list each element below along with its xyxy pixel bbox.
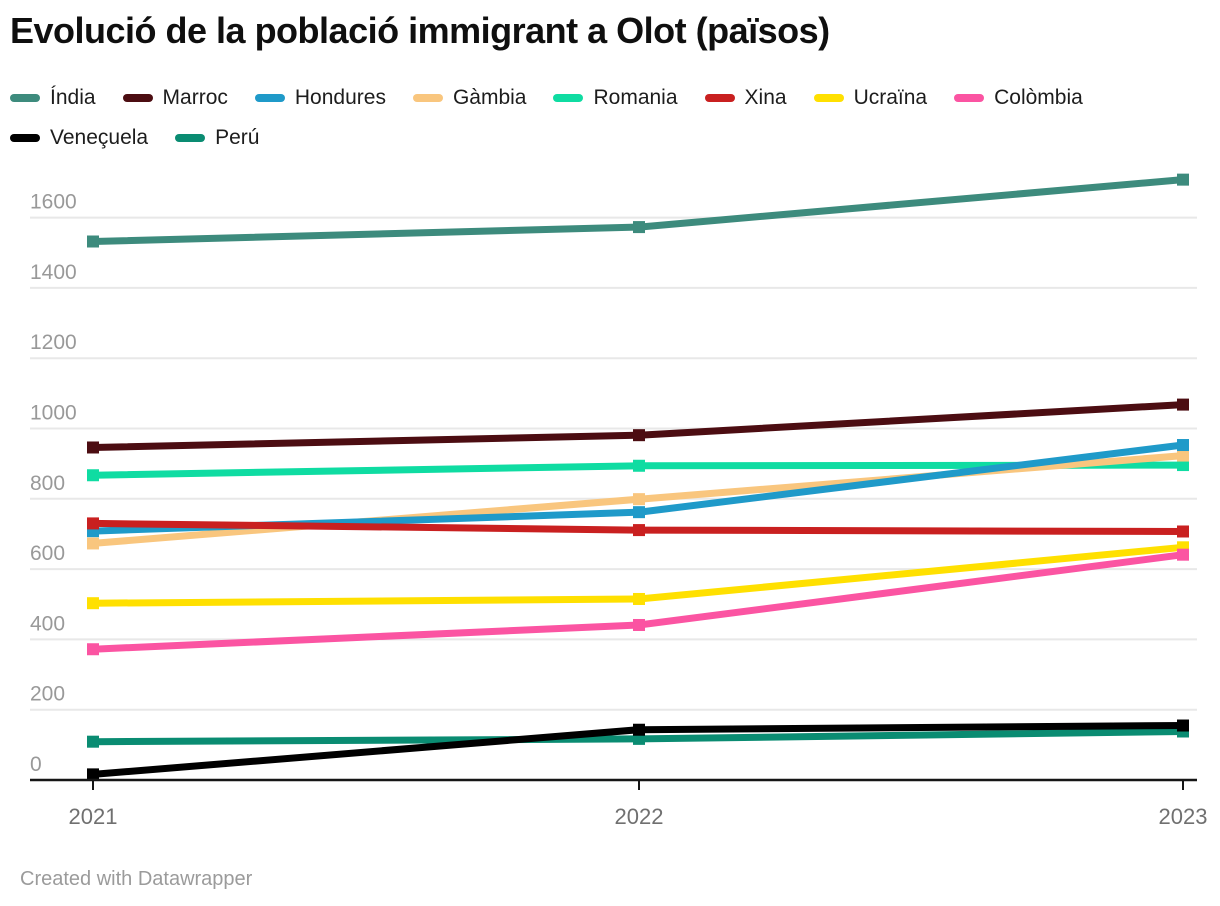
y-axis-tick-label: 0 (30, 753, 42, 776)
legend-item: Hondures (254, 84, 386, 111)
series-point (633, 459, 645, 472)
y-axis-tick-label: 1600 (30, 191, 77, 214)
series-point (1177, 173, 1189, 186)
legend-swatch-icon (122, 93, 153, 102)
series-point (87, 441, 99, 454)
y-axis-tick-label: 200 (30, 683, 65, 706)
x-axis-tick-label: 2021 (69, 804, 118, 829)
line-chart-plot: 0 200 400 600 800 1000 1200 1400 1600 2021 2022 202… (30, 173, 1208, 829)
legend-label: Xina (744, 86, 787, 109)
series-point (633, 506, 645, 519)
legend-swatch-icon (10, 93, 40, 102)
legend-swatch-icon (813, 93, 844, 102)
legend-label: Ucraïna (853, 86, 928, 109)
legend-label: Hondures (294, 86, 386, 109)
series-point (633, 592, 645, 605)
legend-item: Ucraïna (813, 84, 928, 111)
chart-legend: Índia Marroc Hondures Gàmbia Romania Xina Ucra… (10, 84, 1130, 151)
series-point (1177, 459, 1189, 472)
legend-swatch-icon (175, 133, 206, 142)
series-point (87, 643, 99, 656)
series-point (1177, 719, 1189, 732)
series-point (87, 735, 99, 748)
legend-swatch-icon (10, 133, 40, 142)
legend-swatch-icon (553, 93, 584, 102)
legend-item: Colòmbia (954, 84, 1083, 111)
series-point (633, 732, 645, 745)
series-point (633, 221, 645, 234)
legend-label: Marroc (162, 86, 228, 109)
series-point (1177, 439, 1189, 452)
legend-swatch-icon (954, 93, 985, 102)
legend-label: Índia (50, 86, 96, 109)
legend-item: Marroc (122, 84, 228, 111)
series-point (1177, 398, 1189, 411)
legend-label: Gàmbia (452, 86, 527, 109)
series-point (633, 723, 645, 736)
y-axis-tick-label: 1200 (30, 331, 77, 354)
legend-label: Romania (593, 86, 678, 109)
legend-item: Gàmbia (412, 84, 527, 111)
y-axis-tick-label: 1400 (30, 261, 77, 284)
legend-swatch-icon (254, 93, 285, 102)
series-line (92, 441, 1184, 535)
series-point (87, 537, 99, 550)
series-point (1177, 525, 1189, 538)
y-axis-tick-label: 400 (30, 612, 65, 635)
legend-item: Veneçuela (10, 124, 148, 151)
legend-label: Veneçuela (50, 126, 149, 149)
legend-swatch-icon (704, 93, 735, 102)
legend-item: Romania (553, 84, 678, 111)
series-point (87, 469, 99, 482)
y-axis-tick-label: 800 (30, 472, 65, 495)
legend-item: Índia (10, 84, 96, 111)
y-axis-tick-label: 1000 (30, 402, 77, 425)
series-point (1177, 548, 1189, 561)
chart-footer: Created with Datawrapper (20, 868, 253, 890)
legend-label: Perú (215, 126, 260, 149)
legend-label: Colòmbia (994, 86, 1083, 109)
series-point (633, 429, 645, 442)
x-axis-tick-label: 2022 (615, 804, 664, 829)
series-point (633, 493, 645, 506)
series-point (87, 597, 99, 610)
series-point (87, 768, 99, 781)
y-axis-tick-label: 600 (30, 542, 65, 565)
series-point (87, 235, 99, 248)
series-point (633, 524, 645, 537)
legend-item: Xina (704, 84, 787, 111)
x-axis-tick-label: 2023 (1159, 804, 1208, 829)
series-point (1177, 449, 1189, 462)
legend-item: Perú (175, 124, 259, 151)
series-point (633, 618, 645, 631)
chart-title: Evolució de la població immigrant a Olot… (10, 10, 830, 51)
legend-swatch-icon (412, 93, 443, 102)
series-point (87, 517, 99, 530)
